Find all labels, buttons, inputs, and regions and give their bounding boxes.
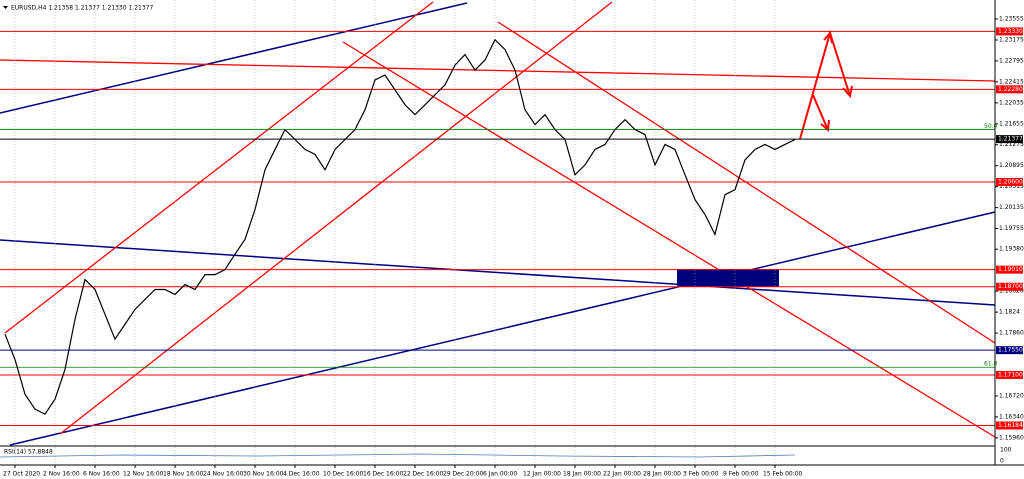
channel-line xyxy=(59,1,613,435)
price-label: 1.22280 xyxy=(998,86,1023,93)
x-tick-label: 18 Nov 16:00 xyxy=(163,471,204,478)
price-label: 1.23330 xyxy=(998,28,1023,35)
x-tick-label: 22 Jan 00:00 xyxy=(603,471,641,478)
x-tick-label: 24 Nov 16:00 xyxy=(203,471,244,478)
x-tick-label: 27 Oct 2020 xyxy=(3,471,40,478)
x-tick-label: 3 Feb 00:00 xyxy=(683,471,719,478)
drawings xyxy=(0,0,996,465)
y-tick-label: 1.20895 xyxy=(999,162,1024,169)
y-tick-label: 1.15960 xyxy=(999,434,1024,441)
x-tick-label: 18 Jan 00:00 xyxy=(563,471,601,478)
y-tick-label: 1.19380 xyxy=(999,246,1024,253)
price-label-box xyxy=(996,265,1023,274)
x-tick-label: 16 Dec 16:00 xyxy=(363,471,404,478)
y-tick-label: 1.21275 xyxy=(999,141,1024,148)
x-tick-label: 6 Nov 16:00 xyxy=(83,471,120,478)
trend-line xyxy=(9,211,996,446)
x-tick-label: 15 Feb 00:00 xyxy=(763,471,803,478)
zone-box xyxy=(677,269,779,287)
x-tick-label: 4 Dec 16:00 xyxy=(283,471,320,478)
x-tick-label: 29 Dec 20:00 xyxy=(443,471,484,478)
indicator-label: RSI(14) 57.8848 xyxy=(4,449,53,456)
trend-line xyxy=(0,2,468,114)
fib-label: 50.0 xyxy=(984,123,998,130)
price-label-box xyxy=(996,85,1023,94)
y-tick-label: 1.23555 xyxy=(999,16,1024,23)
x-tick-label: 22 Dec 16:00 xyxy=(403,471,444,478)
price-line xyxy=(4,38,796,415)
y-tick-label: 1.16720 xyxy=(999,392,1024,399)
price-label: 1.17550 xyxy=(998,347,1023,354)
x-tick-label: 12 Jan 00:00 xyxy=(523,471,561,478)
channel-line xyxy=(342,41,996,438)
price-label-box xyxy=(996,370,1023,379)
fib-label: 61.8 xyxy=(984,361,998,368)
channel-line xyxy=(497,21,996,344)
y-tick-label: 1.22415 xyxy=(999,78,1024,85)
y-tick-label: 1.1824 xyxy=(999,309,1020,316)
y-tick-label: 1.20135 xyxy=(999,204,1024,211)
x-tick-label: 10 Dec 16:00 xyxy=(323,471,364,478)
price-label: 1.18700 xyxy=(998,283,1023,290)
y-tick-label: 1.17860 xyxy=(999,330,1024,337)
price-label: 1.19010 xyxy=(998,266,1023,273)
price-label: 1.21377 xyxy=(998,136,1023,143)
y-tick-label: 1.21655 xyxy=(999,120,1024,127)
x-tick-label: 28 Jan 00:00 xyxy=(643,471,681,478)
y-tick-label: 1.18620 xyxy=(999,288,1024,295)
rsi-axis-label: 0 xyxy=(1000,458,1004,465)
rsi-line xyxy=(0,453,796,458)
y-tick-label: 1.20515 xyxy=(999,183,1024,190)
price-label-box xyxy=(996,135,1023,144)
y-tick-label: 1.23175 xyxy=(999,36,1024,43)
channel-line xyxy=(4,1,434,334)
x-tick-label: 30 Nov 16:00 xyxy=(243,471,284,478)
x-tick-label: 6 Jan 00:00 xyxy=(483,471,517,478)
price-label-box xyxy=(996,346,1023,355)
trend-line xyxy=(0,239,996,306)
y-tick-label: 1.22035 xyxy=(999,99,1024,106)
menu-icon[interactable] xyxy=(3,6,8,9)
price-label-box xyxy=(996,282,1023,291)
price-label-box xyxy=(996,177,1023,186)
rsi-axis-label: 100 xyxy=(1000,447,1012,454)
y-tick-label: 1.19755 xyxy=(999,225,1024,232)
price-label: 1.20600 xyxy=(998,178,1023,185)
x-tick-label: 2 Nov 16:00 xyxy=(43,471,80,478)
price-label-box xyxy=(996,421,1023,430)
price-label-box xyxy=(996,27,1023,36)
arrow-head xyxy=(820,119,830,133)
projection-arrow xyxy=(812,94,829,131)
trend-line xyxy=(0,59,996,82)
chart-title: EURUSD,H4 1.21358 1.21377 1.21330 1.2137… xyxy=(11,5,153,12)
price-label: 1.16184 xyxy=(998,422,1023,429)
y-tick-label: 1.16340 xyxy=(999,413,1024,420)
price-label: 1.17100 xyxy=(998,371,1023,378)
x-tick-label: 9 Feb 00:00 xyxy=(723,471,759,478)
arrow-head xyxy=(823,30,833,44)
x-tick-label: 12 Nov 16:00 xyxy=(123,471,164,478)
y-tick-label: 1.22795 xyxy=(999,57,1024,64)
